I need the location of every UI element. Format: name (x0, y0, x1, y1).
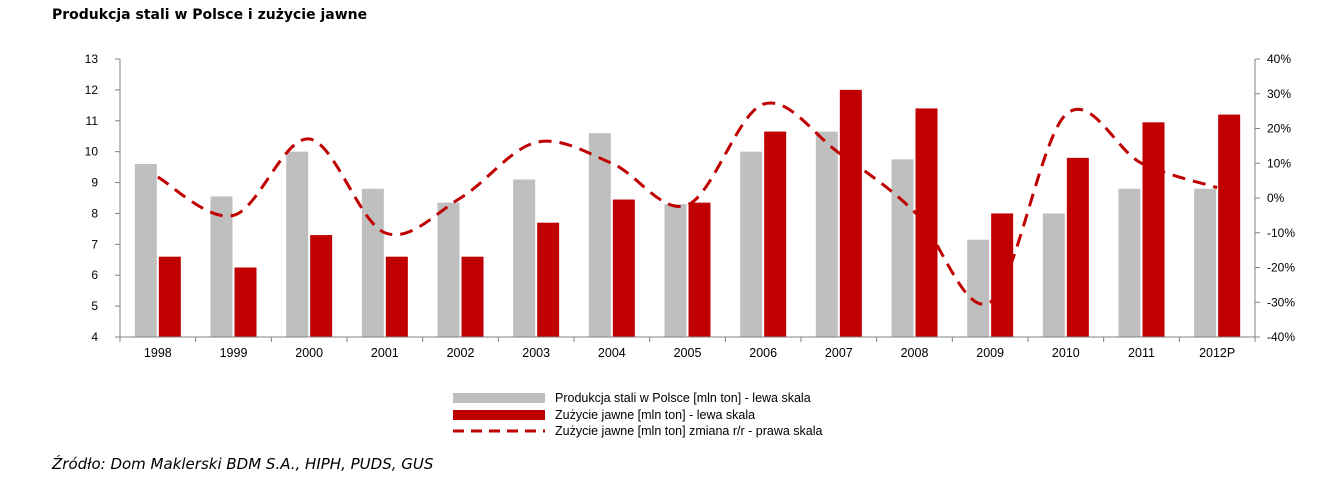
bar-production (664, 204, 687, 337)
chart-title: Produkcja stali w Polsce i zużycie jawne (52, 7, 368, 23)
legend-label-consumption: Zużycie jawne [mln ton] - lewa skala (555, 408, 755, 422)
bar-consumption (158, 256, 181, 337)
legend: Produkcja stali w Polsce [mln ton] - lew… (453, 391, 823, 438)
y-right-tick-label: -40% (1267, 330, 1295, 344)
x-tick-label: 2006 (749, 346, 777, 360)
y-left-tick-label: 5 (91, 299, 98, 313)
x-tick-label: 2005 (674, 346, 702, 360)
bar-consumption (537, 222, 560, 337)
x-tick-label: 2008 (901, 346, 929, 360)
y-right-tick-label: 40% (1267, 52, 1291, 66)
bar-production (967, 239, 990, 337)
x-tick-label: 1998 (144, 346, 172, 360)
bar-production (1194, 188, 1217, 337)
x-tick-label: 2012P (1199, 346, 1235, 360)
y-right-tick-label: -30% (1267, 295, 1295, 309)
legend-label-change: Zużycie jawne [mln ton] zmiana r/r - pra… (555, 424, 823, 438)
bar-production (891, 159, 914, 337)
bar-consumption (688, 202, 711, 337)
x-tick-label: 1999 (220, 346, 248, 360)
bar-production (513, 179, 536, 337)
bar-consumption (310, 235, 333, 337)
y-left-tick-label: 9 (91, 176, 98, 190)
y-left-tick-label: 12 (85, 83, 99, 97)
y-left-tick-label: 8 (91, 206, 98, 220)
y-right-tick-label: -10% (1267, 226, 1295, 240)
bars-group (134, 89, 1241, 337)
bar-production (740, 151, 763, 337)
y-right-tick-label: -20% (1267, 261, 1295, 275)
x-tick-label: 2001 (371, 346, 399, 360)
bar-production (437, 202, 460, 337)
bar-consumption (764, 131, 787, 337)
x-tick-label: 2007 (825, 346, 853, 360)
y-left-tick-label: 4 (91, 330, 98, 344)
bar-consumption (839, 89, 862, 337)
bar-consumption (234, 267, 257, 337)
x-tick-label: 2004 (598, 346, 626, 360)
bar-consumption (612, 199, 635, 337)
bar-production (1042, 213, 1065, 337)
y-right-tick-label: 10% (1267, 156, 1291, 170)
source-note: Źródło: Dom Maklerski BDM S.A., HIPH, PU… (52, 455, 434, 473)
bar-production (134, 164, 157, 337)
x-tick-label: 2010 (1052, 346, 1080, 360)
bar-production (361, 188, 384, 337)
x-tick-label: 2000 (295, 346, 323, 360)
x-tick-label: 2011 (1128, 346, 1155, 360)
bar-consumption (1066, 157, 1089, 337)
bar-production (1118, 188, 1141, 337)
x-tick-label: 2002 (447, 346, 475, 360)
y-right-tick-label: 0% (1267, 191, 1285, 205)
y-right-tick-label: 30% (1267, 87, 1291, 101)
bar-consumption (991, 213, 1014, 337)
legend-swatch-production (453, 393, 545, 403)
bar-production (286, 151, 309, 337)
y-left-tick-label: 10 (85, 145, 99, 159)
legend-label-production: Produkcja stali w Polsce [mln ton] - lew… (555, 391, 811, 405)
legend-swatch-consumption (453, 410, 545, 420)
y-right-tick-label: 20% (1267, 122, 1291, 136)
y-left-tick-label: 6 (91, 268, 98, 282)
bar-consumption (461, 256, 484, 337)
bar-consumption (385, 256, 408, 337)
y-left-tick-label: 7 (91, 237, 98, 251)
y-left-tick-label: 11 (86, 114, 99, 128)
bar-production (210, 196, 233, 337)
bar-production (588, 133, 611, 337)
axes-group: 4 5 6 7 8 9 10 11 12 13 -40% -30% -20% -10% 0% 10% 20% 30… (85, 52, 1296, 360)
x-tick-label: 2003 (522, 346, 550, 360)
bar-consumption (1218, 114, 1241, 337)
bar-consumption (1142, 122, 1165, 337)
x-tick-label: 2009 (976, 346, 1004, 360)
bar-production (815, 131, 838, 337)
y-left-tick-label: 13 (85, 52, 99, 66)
chart: 4 5 6 7 8 9 10 11 12 13 -40% -30% -20% -10% 0% 10% 20% 30… (85, 52, 1296, 438)
bar-consumption (915, 108, 938, 337)
